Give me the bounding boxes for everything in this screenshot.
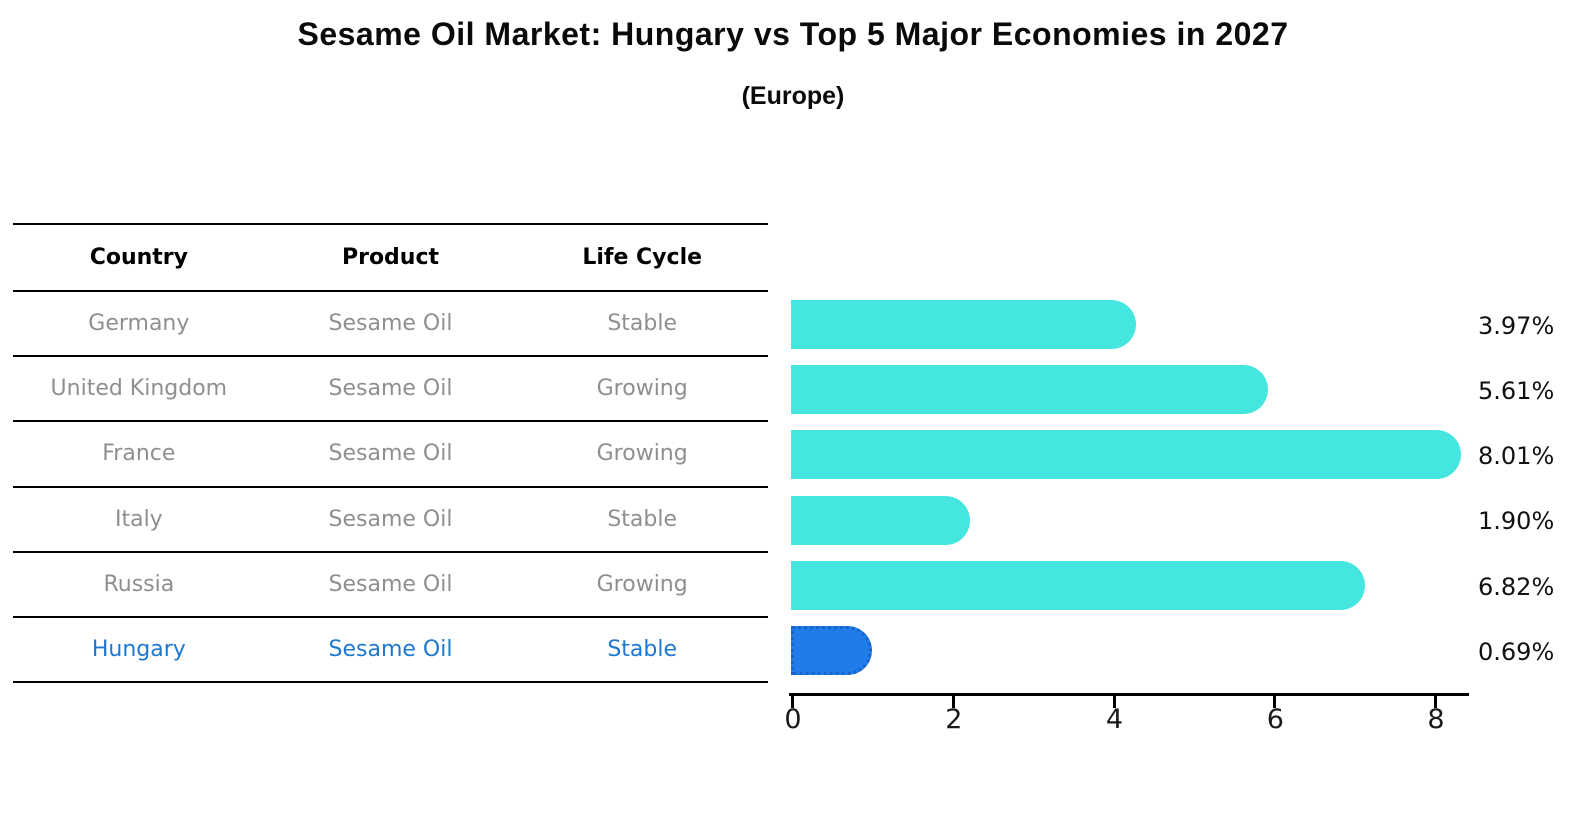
bar-value-label-france: 8.01%: [1478, 442, 1555, 470]
x-axis-tick-label: 8: [1427, 704, 1445, 735]
product-cell: Sesame Oil: [328, 311, 453, 337]
x-axis-tick: [1273, 696, 1277, 708]
product-cell: Sesame Oil: [328, 441, 453, 467]
x-axis-tick: [1434, 696, 1437, 708]
bar-value-label-russia: 6.82%: [1478, 573, 1555, 601]
bar-value-label-hungary: 0.69%: [1478, 638, 1555, 666]
table-row-france: France Sesame Oil Growing: [13, 422, 768, 488]
life-cycle-cell: Stable: [607, 311, 678, 337]
country-cell: Germany: [88, 311, 190, 337]
chart-subtitle: (Europe): [741, 82, 845, 110]
product-cell: Sesame Oil: [328, 571, 453, 597]
column-header-country: Country: [89, 245, 188, 270]
x-axis-line: [789, 693, 1469, 696]
x-axis-tick: [791, 696, 794, 708]
x-axis-tick-label: 4: [1105, 704, 1124, 735]
country-cell: United Kingdom: [50, 376, 228, 402]
country-cell: Hungary: [91, 637, 186, 663]
table-row-united-kingdom: United Kingdom Sesame Oil Growing: [13, 357, 768, 423]
bar-united-kingdom: [791, 365, 1269, 414]
column-header-product: Product: [341, 245, 440, 270]
table-row-hungary: Hungary Sesame Oil Stable: [13, 618, 768, 684]
x-axis-tick-label: 6: [1266, 704, 1284, 735]
bar-hungary: [791, 626, 873, 675]
bar-chart: 3.97% 5.61% 8.01% 1.90% 6.82% 0.69% 0 2 …: [784, 0, 1586, 823]
life-cycle-cell: Growing: [596, 376, 688, 402]
bar-value-label-united-kingdom: 5.61%: [1478, 377, 1555, 405]
x-axis-tick: [951, 696, 955, 708]
product-cell: Sesame Oil: [328, 637, 453, 663]
x-axis-tick: [1112, 696, 1116, 708]
product-cell: Sesame Oil: [328, 506, 453, 532]
x-axis-tick-label: 2: [945, 704, 963, 735]
life-cycle-cell: Growing: [596, 571, 688, 597]
life-cycle-cell: Stable: [607, 506, 678, 532]
country-cell: Italy: [114, 506, 163, 532]
table-row-russia: Russia Sesame Oil Growing: [13, 553, 768, 618]
country-table: Country Product Life Cycle Germany Sesam…: [13, 223, 768, 684]
bar-france: [791, 430, 1461, 479]
table-row-germany: Germany Sesame Oil Stable: [13, 292, 768, 358]
chart-title: Sesame Oil Market: Hungary vs Top 5 Majo…: [297, 16, 1289, 52]
x-axis-tick-label: 0: [784, 704, 802, 735]
bar-russia: [791, 561, 1366, 610]
table-row-italy: Italy Sesame Oil Stable: [13, 488, 768, 553]
country-cell: France: [102, 441, 176, 467]
column-header-life-cycle: Life Cycle: [582, 245, 703, 270]
bar-value-label-italy: 1.90%: [1478, 507, 1555, 535]
table-header-row: Country Product Life Cycle: [13, 225, 768, 292]
bar-value-label-germany: 3.97%: [1478, 312, 1555, 340]
life-cycle-cell: Stable: [607, 637, 678, 663]
country-cell: Russia: [103, 571, 175, 597]
bar-italy: [791, 495, 970, 545]
product-cell: Sesame Oil: [328, 376, 453, 402]
life-cycle-cell: Growing: [596, 441, 688, 467]
bar-germany: [791, 300, 1137, 349]
